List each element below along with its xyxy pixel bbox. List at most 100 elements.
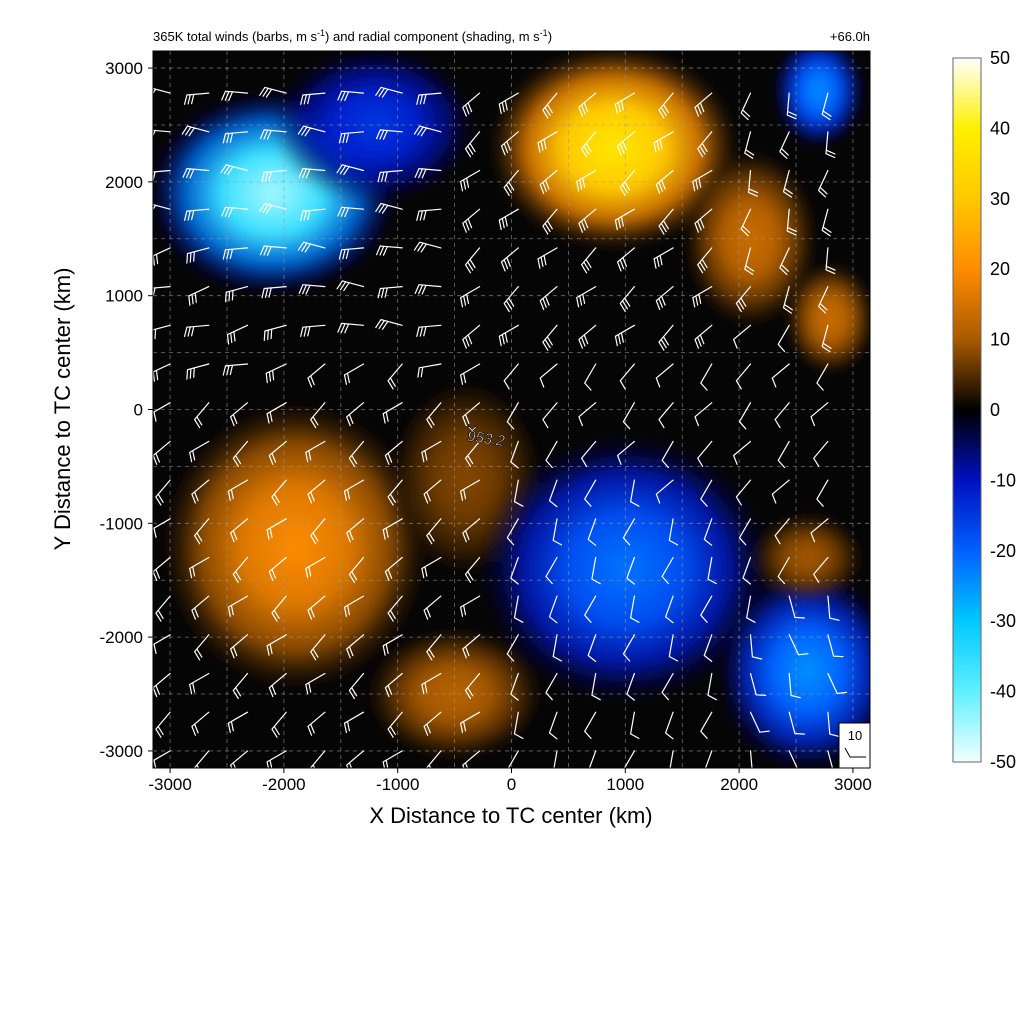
wind-barb (661, 440, 674, 469)
wind-barb (587, 634, 597, 662)
wind-barb (545, 672, 558, 701)
wind-barb (617, 131, 635, 156)
wind-barb (348, 440, 365, 467)
wind-barb (194, 402, 210, 429)
wind-barb (220, 164, 249, 176)
wind-barb (336, 164, 365, 176)
wind-barb (630, 479, 640, 507)
wind-barb (584, 363, 597, 391)
wind-barb (658, 402, 674, 429)
wind-barb (735, 479, 752, 506)
wind-barb (297, 125, 326, 137)
wind-barb (460, 595, 481, 617)
wind-barb (513, 479, 524, 507)
wind-barb (542, 402, 558, 429)
wind-barb (786, 92, 797, 120)
wind-barb (225, 286, 249, 303)
wind-barb (614, 324, 635, 347)
wind-barb (619, 363, 635, 390)
wind-barb (310, 634, 326, 661)
wind-barb (421, 440, 442, 463)
wind-barb (661, 672, 674, 701)
wind-barb (263, 324, 287, 341)
wind-barb (462, 92, 481, 117)
wind-barb (704, 750, 713, 768)
x-tick-label: -2000 (262, 775, 305, 794)
wind-barb (537, 131, 558, 153)
wind-barb (259, 129, 287, 140)
wind-barb (622, 402, 635, 430)
wind-barb (700, 479, 713, 507)
wind-barb (694, 92, 713, 117)
wind-barb (700, 595, 713, 623)
wind-barb (153, 556, 171, 581)
wind-barb (413, 241, 442, 253)
colorbar-tick-label: 0 (990, 400, 1000, 420)
wind-barb (777, 324, 790, 352)
wind-barb (426, 518, 442, 545)
title-sup-2: -1 (540, 28, 548, 38)
wind-barb (655, 286, 674, 311)
wind-barb (297, 241, 326, 253)
wind-barb (310, 402, 326, 429)
wind-barb (300, 208, 326, 221)
wind-barb (271, 711, 287, 738)
wind-barb (153, 518, 171, 540)
wind-barb (155, 595, 171, 622)
wind-barb (377, 169, 403, 183)
wind-barb (707, 556, 717, 585)
y-axis-ticks: -3000 -2000 -1000 0 1000 2000 3000 (100, 59, 153, 761)
wind-barb (498, 324, 519, 347)
wind-barb (343, 711, 365, 734)
wind-barb (387, 363, 403, 390)
wind-barb (462, 634, 481, 659)
reference-box (838, 722, 871, 769)
wind-barb (305, 556, 326, 579)
wind-barb (542, 92, 558, 119)
wind-barb (539, 169, 558, 195)
wind-barb (744, 247, 755, 275)
wind-barb (266, 518, 287, 540)
reference-label: 10 (848, 728, 862, 743)
colorbar-tick-label: -20 (990, 541, 1016, 561)
wind-barb (337, 206, 365, 218)
chart-title: 365K total winds (barbs, m s-1) and radi… (153, 28, 552, 44)
wind-barb (338, 131, 365, 144)
wind-barb (500, 131, 519, 156)
wind-barb (655, 363, 674, 388)
wind-barb (749, 750, 753, 768)
wind-barb (782, 169, 793, 198)
wind-barb (742, 556, 752, 585)
wind-barb (464, 556, 481, 583)
wind-barb (266, 402, 287, 424)
wind-barb (700, 711, 713, 739)
wind-barb (414, 284, 442, 295)
wind-barb (506, 634, 519, 662)
time-label: +66.0h (830, 29, 870, 44)
wind-barb (746, 595, 756, 623)
wind-barb (668, 634, 679, 662)
wind-barb (498, 92, 519, 114)
wind-barb (748, 169, 759, 197)
wind-barb (336, 280, 365, 292)
wind-barb (307, 479, 326, 504)
wind-barb (421, 672, 442, 695)
wind-barb (346, 634, 365, 659)
plot-area (153, 51, 870, 768)
wind-barb (387, 595, 403, 622)
wind-barb (384, 556, 403, 581)
x-axis-label: X Distance to TC center (km) (369, 803, 652, 828)
wind-barb (513, 595, 524, 623)
wind-barb (782, 286, 793, 314)
wind-barb (222, 247, 249, 260)
wind-barb (337, 90, 365, 102)
reference-vector-box: 10 (838, 722, 871, 769)
x-tick-label: 3000 (834, 775, 872, 794)
wind-barb (581, 247, 597, 274)
wind-barb (416, 324, 442, 337)
wind-barb (268, 556, 287, 581)
wind-barb (697, 247, 713, 274)
wind-barb (259, 202, 287, 214)
wind-barb (227, 711, 249, 734)
colorbar-ticks: 50 40 30 20 10 0 -10 -20 -30 -40 -50 (990, 48, 1016, 772)
